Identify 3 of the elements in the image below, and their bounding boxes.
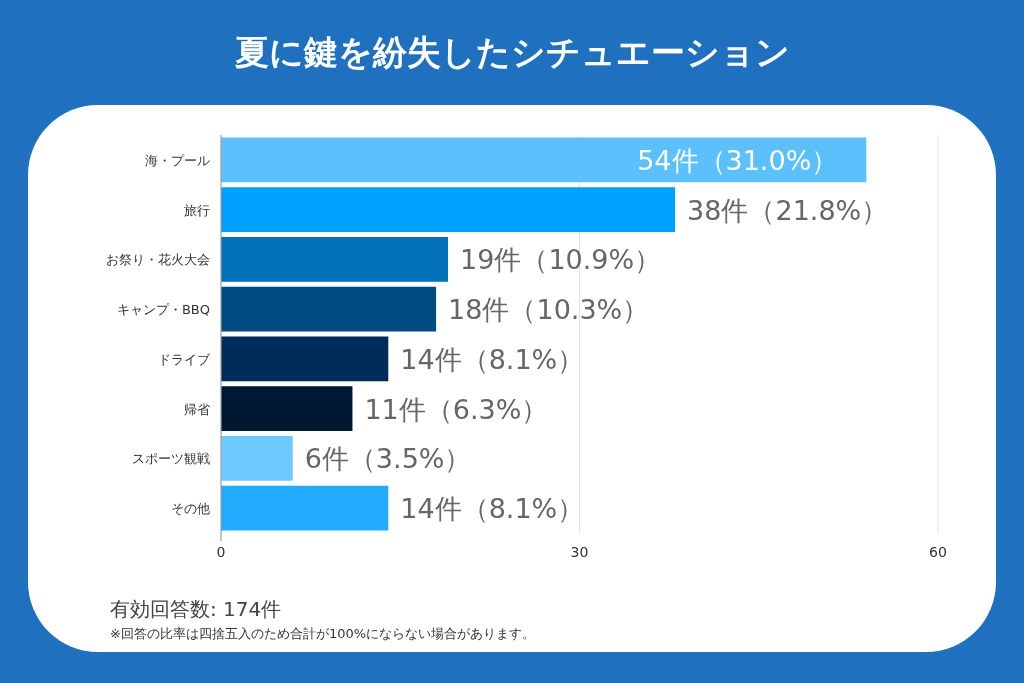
annotation: 有効回答数: 174件 [110,597,282,621]
annotation: ※回答の比率は四捨五入のため合計が100%にならない場合があります。 [110,626,536,641]
title: 夏に鍵を紛失したシチュエーション [234,32,790,72]
